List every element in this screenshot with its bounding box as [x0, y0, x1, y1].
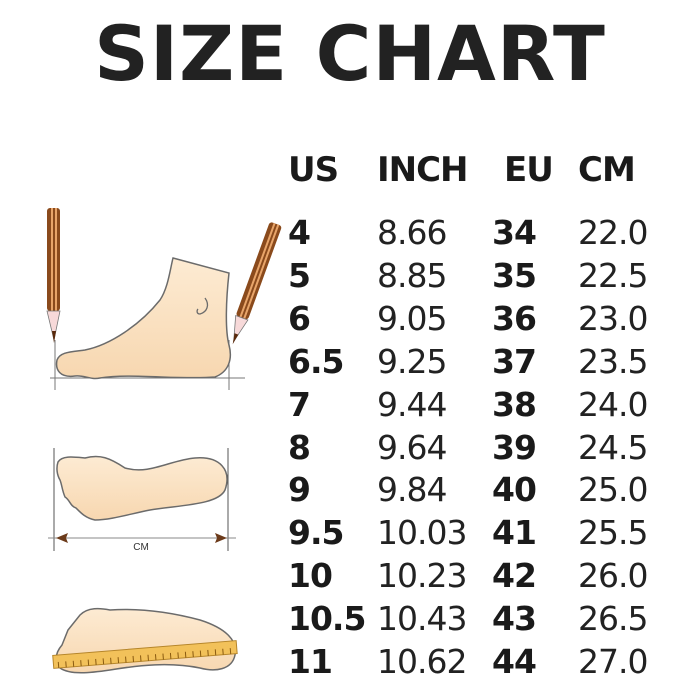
cell-inch: 8.66	[377, 213, 447, 252]
cell-cm: 25.0	[578, 470, 648, 510]
column-header-cm: CM	[578, 150, 636, 190]
cell-us: 4	[288, 213, 311, 252]
cell-us: 10	[288, 556, 333, 596]
cell-cm: 22.5	[578, 255, 648, 295]
cell-inch: 9.25	[377, 341, 447, 381]
cell-eu: 43	[492, 599, 537, 639]
side-foot-illustration	[46, 208, 282, 390]
column-header-us: US	[288, 150, 339, 190]
cell-cm: 26.0	[578, 556, 648, 596]
column-header-eu: EU	[504, 150, 554, 190]
cell-us: 9.5	[288, 513, 344, 553]
cell-us: 11	[288, 642, 333, 681]
cell-eu: 34	[492, 213, 537, 252]
arrow-left-icon	[56, 533, 68, 543]
cell-inch: 10.43	[377, 599, 467, 639]
foot-sole-icon	[56, 455, 228, 521]
ruler-icon	[52, 640, 238, 669]
cell-eu: 38	[492, 384, 537, 424]
ruler-foot-illustration	[52, 607, 238, 674]
cell-cm: 26.5	[578, 599, 648, 639]
cell-eu: 37	[492, 341, 537, 381]
cell-inch: 9.84	[377, 470, 447, 510]
cell-eu: 41	[492, 513, 537, 553]
cell-inch: 10.23	[377, 556, 467, 596]
cell-eu: 40	[492, 470, 537, 510]
cell-inch: 10.62	[377, 642, 467, 681]
arrow-right-icon	[215, 533, 227, 543]
pencil-right-icon	[232, 222, 282, 345]
cell-cm: 24.0	[578, 384, 648, 424]
pencil-left-icon	[46, 208, 61, 343]
sole-measure-label: CM	[133, 542, 149, 553]
cell-us: 9	[288, 470, 311, 510]
cell-inch: 8.85	[377, 255, 447, 295]
cell-cm: 25.5	[578, 513, 648, 553]
sole-length-illustration: CM	[48, 448, 236, 553]
cell-cm: 23.0	[578, 298, 648, 338]
cell-eu: 39	[492, 427, 537, 467]
cell-cm: 27.0	[578, 642, 648, 681]
cell-eu: 36	[492, 298, 537, 338]
cell-inch: 9.05	[377, 298, 447, 338]
cell-eu: 35	[492, 255, 537, 295]
cell-cm: 23.5	[578, 341, 648, 381]
cell-inch: 9.64	[377, 427, 447, 467]
cell-eu: 42	[492, 556, 537, 596]
cell-inch: 10.03	[377, 513, 467, 553]
cell-eu: 44	[492, 642, 537, 681]
column-header-inch: INCH	[377, 150, 469, 190]
cell-us: 7	[288, 384, 311, 424]
ankle-mark	[196, 297, 209, 315]
cell-us: 8	[288, 427, 311, 467]
cell-cm: 24.5	[578, 427, 648, 467]
cell-cm: 22.0	[578, 213, 648, 252]
cell-inch: 9.44	[377, 384, 447, 424]
cell-us: 5	[288, 255, 311, 295]
cell-us: 6	[288, 298, 311, 338]
cell-us: 10.5	[288, 599, 366, 639]
foot-side-icon	[55, 257, 232, 380]
page-title: SIZE CHART	[94, 9, 606, 98]
cell-us: 6.5	[288, 341, 344, 381]
